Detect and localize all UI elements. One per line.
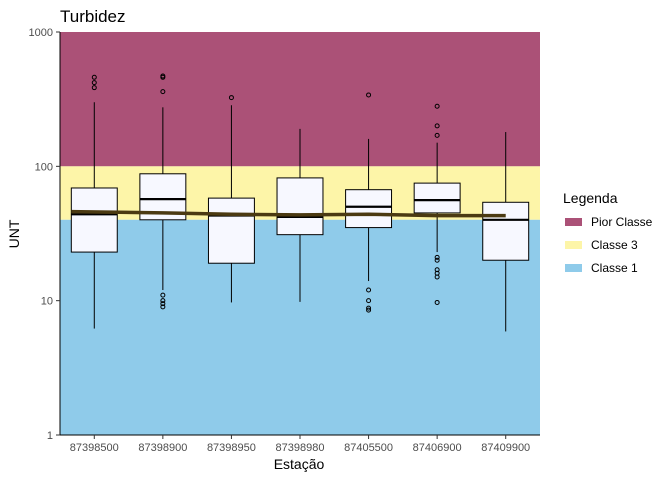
x-tick-label: 87398950 [207,442,256,454]
outlier-point [160,73,166,79]
outlier-point [160,304,166,310]
y-tick-label: 1000 [29,27,53,39]
legend-swatch [565,264,582,272]
x-axis-title: Estação [274,456,325,472]
outlier-point [434,267,440,273]
box-iqr [482,201,530,261]
legend-label: Pior Classe [591,215,653,229]
box-87398500 [70,74,118,329]
x-tick-label: 87398900 [138,442,187,454]
box-iqr [413,182,461,214]
outlier-point [160,292,166,298]
chart-title: Turbidez [60,7,126,26]
outlier-point [434,257,440,263]
x-tick-label: 87406900 [413,442,462,454]
outlier-point [228,95,234,101]
outlier-point [160,298,166,304]
y-tick-label: 10 [41,296,53,308]
outlier-point [91,80,97,86]
box-87398980 [276,128,324,302]
outlier-point [91,85,97,91]
x-tick-label: 87409900 [481,442,530,454]
y-axis-title: UNT [6,219,22,248]
legend-label: Classe 1 [591,261,638,275]
plot-area [60,32,540,435]
outlier-point [434,132,440,138]
outlier-point [366,307,372,313]
y-tick-label: 100 [35,161,53,173]
legend-title: Legenda [563,190,618,206]
box-iqr [276,177,324,236]
legend-swatch [565,218,582,226]
legend: Legenda Pior Classe Classe 3 Classe 1 [563,190,653,275]
outlier-point [366,298,372,304]
outlier-point [366,92,372,98]
trend-line [71,209,506,218]
outlier-point [366,287,372,293]
x-tick-label: 87405500 [344,442,393,454]
box-87406900 [413,103,461,305]
box-iqr [345,189,393,229]
outlier-point [434,123,440,129]
outlier-point [434,299,440,305]
box-iqr [207,197,255,264]
outlier-point [160,89,166,95]
box-iqr [70,187,118,253]
x-tick-label: 87398500 [70,442,119,454]
outlier-point [160,301,166,307]
box-87405500 [345,92,393,313]
outlier-point [434,103,440,109]
axes: 1 10 100 1000 87398500 87398900 87398950 873989… [29,27,540,454]
outlier-point [366,305,372,311]
legend-swatch [565,241,582,249]
x-tick-label: 87398980 [276,442,325,454]
y-tick-label: 1 [47,430,53,442]
outlier-point [434,254,440,260]
box-87398950 [207,95,255,303]
legend-label: Classe 3 [591,238,638,252]
outlier-point [91,74,97,80]
box-87409900 [482,132,530,332]
